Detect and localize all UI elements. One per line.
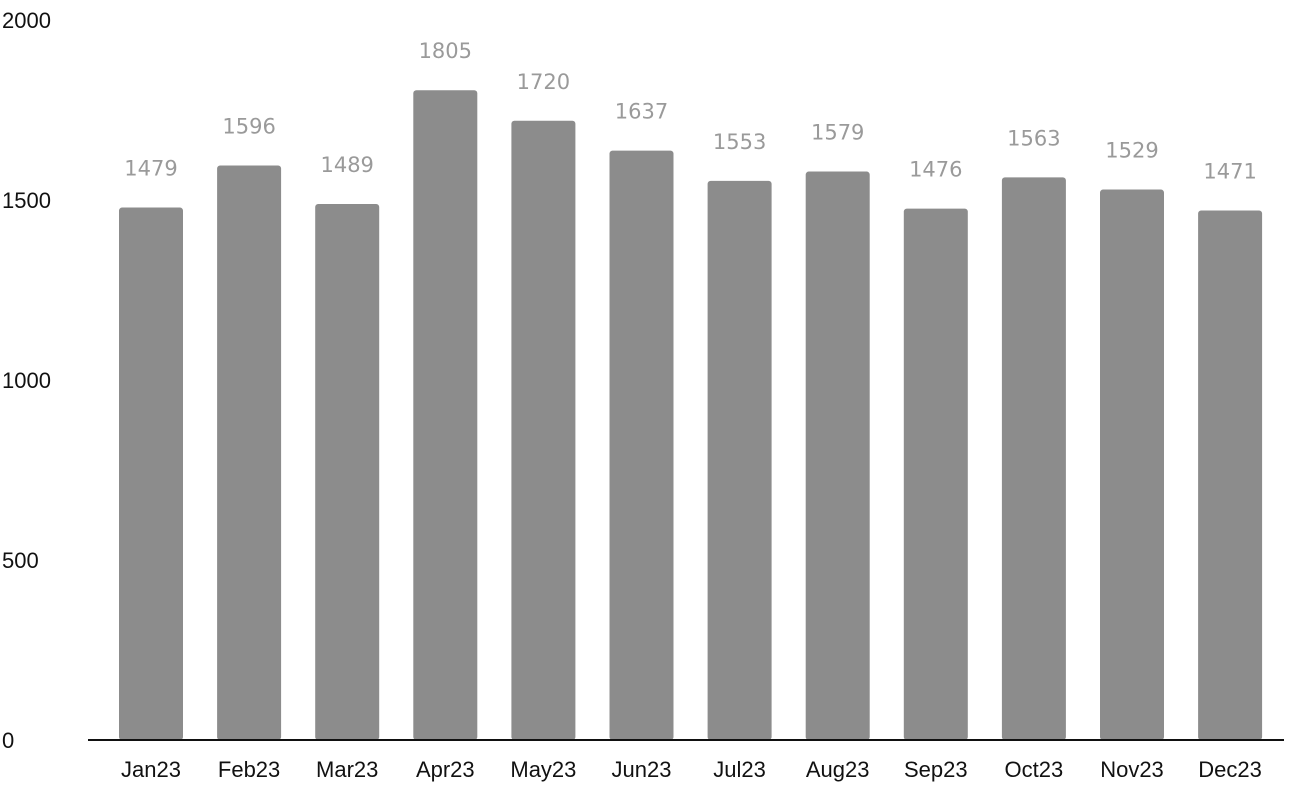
bar: [1198, 210, 1263, 740]
bar: [609, 150, 674, 740]
bar: [511, 120, 576, 741]
x-tick-label: Aug23: [806, 757, 870, 782]
x-tick-label: Jan23: [121, 757, 181, 782]
x-tick-label: Oct23: [1005, 757, 1064, 782]
bar: [315, 203, 380, 740]
x-tick-label: Mar23: [316, 757, 378, 782]
x-tick-label: Dec23: [1198, 757, 1262, 782]
y-tick-label: 1000: [2, 368, 51, 393]
bar-value-label: 1529: [1105, 139, 1158, 163]
y-tick-label: 2000: [2, 8, 51, 33]
y-tick-label: 0: [2, 728, 14, 753]
bar: [217, 165, 282, 740]
bar: [119, 207, 183, 740]
x-axis-labels: Jan23 Feb23 Mar23 Apr23 May23 Jun23 Jul23 Aug23…: [121, 757, 1262, 782]
bar-value-label: 1471: [1203, 159, 1256, 183]
x-tick-label: Feb23: [218, 757, 280, 782]
bar-value-label: 1489: [320, 153, 373, 177]
x-tick-label: Sep23: [904, 757, 968, 782]
bar: [805, 171, 870, 740]
bar-value-label: 1805: [419, 39, 472, 63]
y-tick-label: 1500: [2, 188, 51, 213]
x-tick-label: Apr23: [416, 757, 475, 782]
bar: [1100, 189, 1164, 740]
bar: [903, 208, 968, 740]
bar-value-label: 1479: [124, 157, 177, 181]
y-tick-label: 500: [2, 548, 39, 573]
bar-value-label: 1596: [222, 114, 275, 138]
bar-value-label: 1720: [517, 70, 570, 94]
bar-value-label: 1637: [615, 100, 668, 124]
x-tick-label: Jul23: [713, 757, 766, 782]
y-axis-ticks: 0 500 1000 1500 2000: [2, 8, 51, 753]
bar: [707, 180, 772, 741]
x-tick-label: Jun23: [612, 757, 672, 782]
x-tick-label: May23: [510, 757, 576, 782]
bar: [413, 90, 478, 740]
bar-value-label: 1553: [713, 130, 766, 154]
bar-value-label: 1476: [909, 158, 962, 182]
x-tick-label: Nov23: [1100, 757, 1164, 782]
bar-value-label: 1563: [1007, 126, 1060, 150]
bar-value-label: 1579: [811, 121, 864, 145]
data-labels-group: 1479 1596 1489 1805 1720 1637 1553 1579 1476 1563…: [124, 39, 1257, 183]
bars-group: [119, 90, 1263, 741]
bar: [1001, 177, 1066, 740]
